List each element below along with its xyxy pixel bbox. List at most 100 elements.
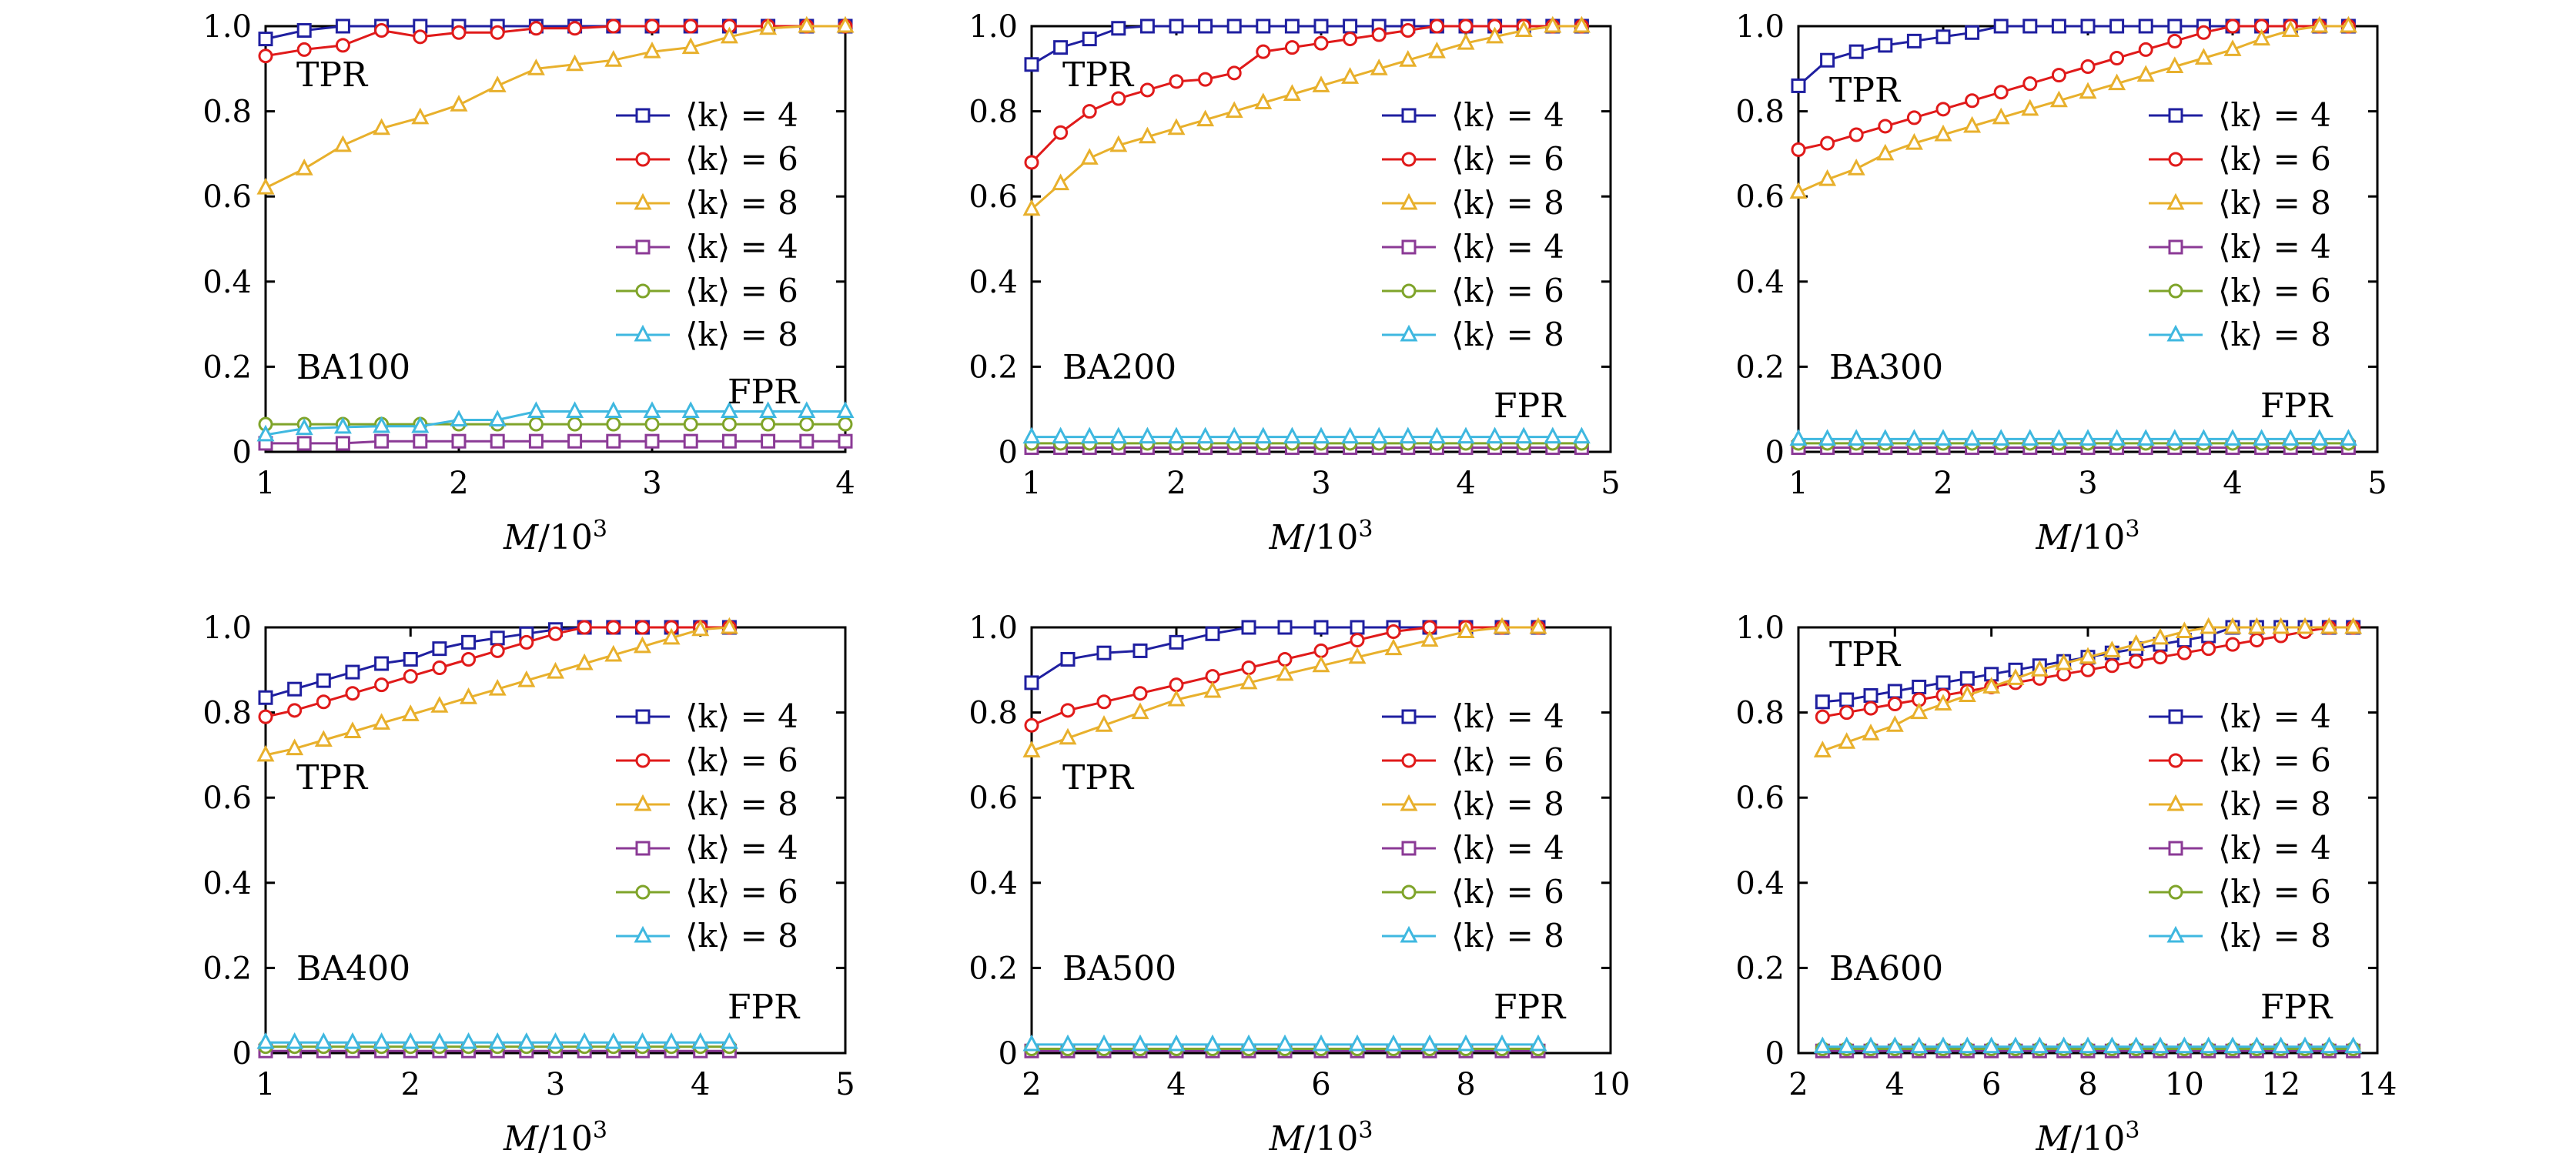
data-point <box>1080 426 1099 444</box>
data-point <box>1196 109 1215 127</box>
x-axis-label: M/103 <box>503 516 607 557</box>
data-point <box>838 433 853 449</box>
data-point <box>2079 82 2097 99</box>
data-point <box>1313 18 1329 34</box>
legend-marker <box>1401 108 1417 123</box>
data-point <box>451 25 467 40</box>
data-point <box>1935 29 1951 45</box>
y-tick-label: 0.8 <box>202 95 252 130</box>
data-point <box>1341 426 1360 444</box>
data-point <box>2080 59 2096 75</box>
data-point <box>567 21 583 36</box>
legend-marker <box>2168 239 2183 255</box>
data-point <box>287 703 303 718</box>
legend-marker <box>1401 753 1417 768</box>
x-tick-label: 2 <box>1166 466 1186 501</box>
data-point <box>1791 142 1806 157</box>
data-point <box>1132 643 1148 658</box>
data-point <box>461 634 477 650</box>
legend-marker <box>635 841 651 856</box>
data-point <box>258 690 273 705</box>
legend-marker <box>635 152 651 167</box>
data-point <box>1934 694 1952 711</box>
data-point <box>2108 429 2126 446</box>
data-point <box>2200 617 2218 634</box>
legend-label: ⟨k⟩ = 4 <box>1451 96 1564 134</box>
data-point <box>2136 65 2155 82</box>
data-point <box>1457 1034 1475 1052</box>
data-point <box>2272 617 2290 634</box>
data-point <box>1905 132 1923 150</box>
tpr-label: TPR <box>296 758 369 798</box>
series-line <box>266 440 845 445</box>
series-6 <box>1789 429 2357 446</box>
data-point <box>1876 143 1895 161</box>
data-point <box>333 135 352 152</box>
data-point <box>1341 67 1360 84</box>
x-tick-label: 6 <box>1311 1067 1330 1102</box>
legend-label: ⟨k⟩ = 8 <box>685 785 798 823</box>
series-6 <box>1022 1034 1547 1052</box>
x-tick-label: 1 <box>1022 466 1041 501</box>
series-line <box>265 25 845 189</box>
tpr-label: TPR <box>1829 71 1902 110</box>
x-tick-label: 1 <box>1788 466 1808 501</box>
data-point <box>720 1032 738 1049</box>
series-3 <box>1022 15 1591 216</box>
data-point <box>1993 85 2009 100</box>
data-point <box>2247 617 2266 634</box>
data-point <box>258 709 273 724</box>
data-point <box>2296 1036 2314 1054</box>
legend-marker <box>2168 884 2183 900</box>
data-point <box>401 1032 420 1049</box>
data-point <box>1457 32 1475 50</box>
data-point <box>681 37 700 55</box>
data-point <box>1493 617 1511 634</box>
data-point <box>2151 1036 2170 1054</box>
data-point <box>517 1032 536 1049</box>
tpr-label: TPR <box>1829 635 1902 674</box>
data-point <box>1963 429 1982 446</box>
y-tick-label: 0 <box>1765 1036 1785 1072</box>
data-point <box>2201 641 2216 657</box>
data-point <box>1885 1036 1904 1054</box>
data-point <box>2108 73 2126 91</box>
data-point <box>1139 18 1155 34</box>
data-point <box>836 401 855 418</box>
data-point <box>373 416 391 433</box>
data-point <box>450 95 468 112</box>
y-tick-label: 0 <box>999 1036 1018 1072</box>
data-point <box>296 23 312 38</box>
data-point <box>1169 677 1184 693</box>
y-tick-label: 0.8 <box>1735 95 1785 130</box>
data-point <box>1848 127 1864 142</box>
data-point <box>2151 627 2170 645</box>
data-point <box>2006 1036 2025 1054</box>
y-tick-label: 0.2 <box>969 349 1018 385</box>
data-point <box>1486 26 1504 44</box>
data-point <box>2138 18 2153 34</box>
legend-marker <box>1401 283 1417 299</box>
data-point <box>2166 429 2184 446</box>
data-point <box>432 660 447 676</box>
data-point <box>1059 1034 1077 1052</box>
data-point <box>1205 669 1220 684</box>
x-axis-label: M/103 <box>1269 516 1373 557</box>
data-point <box>1239 1034 1258 1052</box>
data-point <box>1813 741 1832 757</box>
legend-label: ⟨k⟩ = 8 <box>1451 316 1564 353</box>
data-point <box>2129 654 2144 669</box>
data-point <box>662 1032 681 1049</box>
data-point <box>1139 82 1155 98</box>
data-point <box>411 107 430 125</box>
data-point <box>2167 33 2183 48</box>
x-tick-label: 3 <box>642 466 661 501</box>
y-tick-label: 0.2 <box>202 951 252 986</box>
data-point <box>374 656 390 671</box>
data-point <box>2320 617 2338 634</box>
data-point <box>1053 125 1069 140</box>
data-point <box>432 641 447 657</box>
data-point <box>1934 429 1952 446</box>
legend-label: ⟨k⟩ = 4 <box>1451 228 1564 266</box>
data-point <box>1283 84 1301 101</box>
